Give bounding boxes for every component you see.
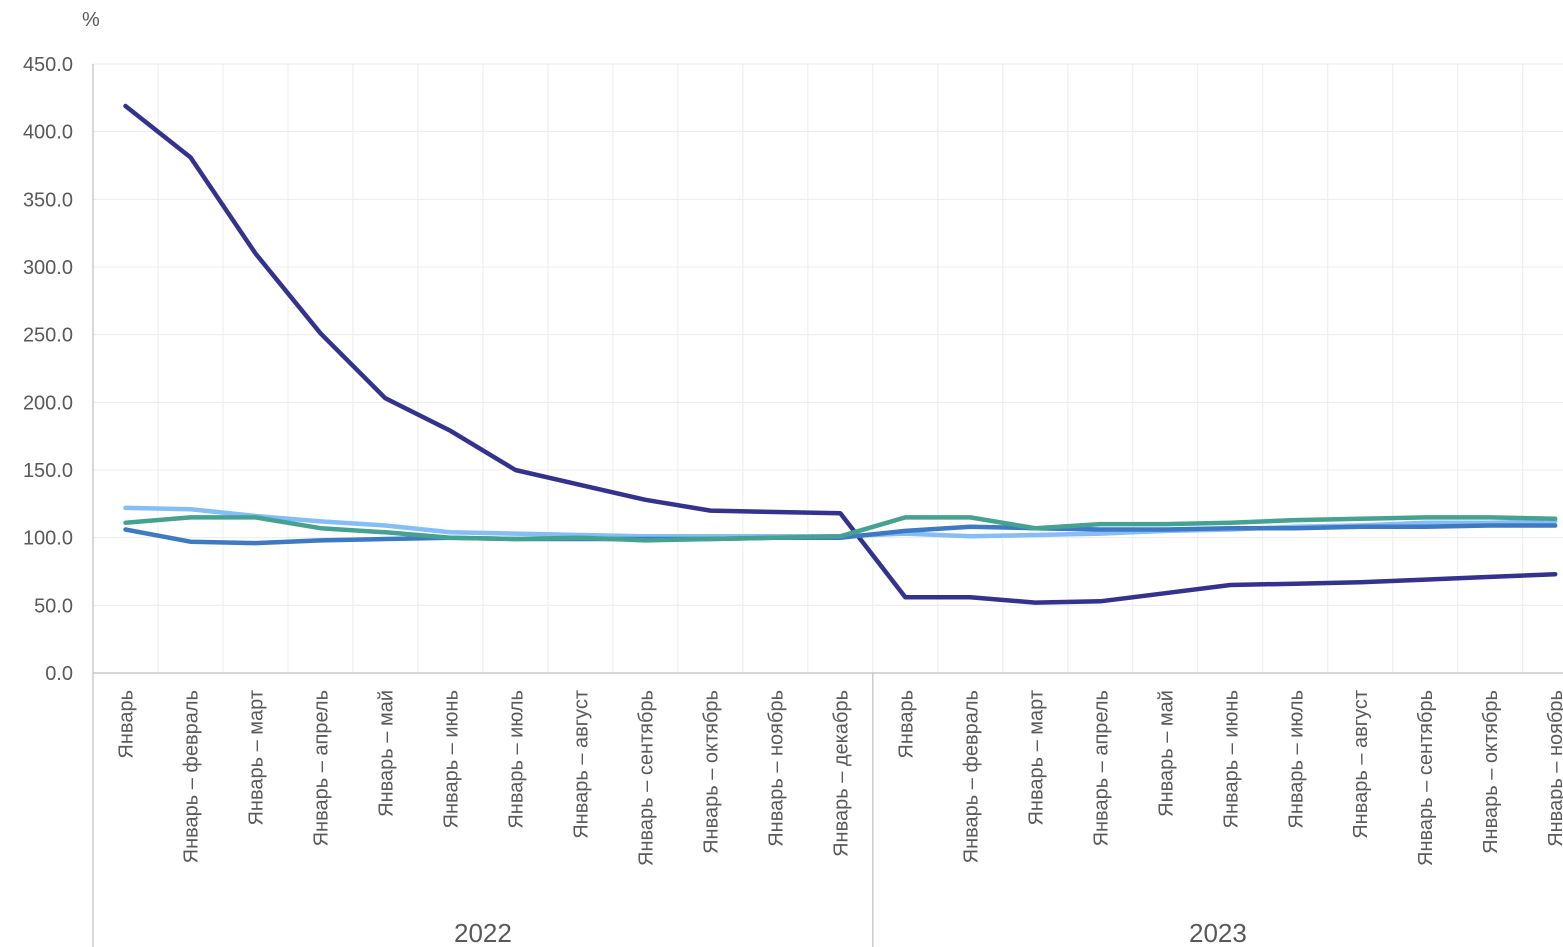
y-tick-label: 400.0 xyxy=(23,122,73,144)
x-tick-label: Январь – апрель xyxy=(310,690,332,846)
x-axis-ticks: Январь Январь – февраль Январь – март Январ… xyxy=(115,690,1563,866)
x-tick-label: Январь – август xyxy=(570,690,592,839)
y-tick-label: 150.0 xyxy=(23,460,73,482)
x-tick-label: Январь – февраль xyxy=(960,690,982,863)
x-tick-label: Январь – октябрь xyxy=(700,690,722,854)
y-tick-label: 250.0 xyxy=(23,325,73,347)
year-label: 2023 xyxy=(1189,918,1247,947)
y-tick-label: 100.0 xyxy=(23,528,73,550)
x-tick-label: Январь – июль xyxy=(505,690,527,829)
x-tick-label: Январь – ноябрь xyxy=(765,690,787,847)
x-tick-label: Январь – июль xyxy=(1285,690,1307,829)
y-tick-label: 200.0 xyxy=(23,392,73,414)
y-tick-label: 350.0 xyxy=(23,189,73,211)
x-tick-label: Январь xyxy=(895,690,917,759)
x-tick-label: Январь – февраль xyxy=(180,690,202,863)
y-tick-label: 50.0 xyxy=(34,595,73,617)
x-tick-label: Январь – сентябрь xyxy=(635,690,657,866)
x-tick-label: Январь – ноябрь xyxy=(1545,690,1563,847)
x-tick-label: Январь – май xyxy=(375,690,397,817)
y-axis-ticks: 0.0 50.0 100.0 150.0 200.0 250.0 300.0 350.0 400… xyxy=(23,54,73,685)
x-tick-label: Январь – апрель xyxy=(1090,690,1112,846)
x-tick-label: Январь – март xyxy=(1025,690,1047,826)
x-tick-label: Январь – декабрь xyxy=(830,690,852,857)
year-group-labels: 2022 2023 xyxy=(454,918,1247,947)
x-tick-label: Январь – октябрь xyxy=(1480,690,1502,854)
x-tick-label: Январь – сентябрь xyxy=(1415,690,1437,866)
x-tick-label: Январь – июнь xyxy=(1220,690,1242,828)
x-tick-label: Январь xyxy=(115,690,137,759)
y-tick-label: 0.0 xyxy=(45,663,73,685)
x-tick-label: Январь – август xyxy=(1350,690,1372,839)
year-label: 2022 xyxy=(454,918,512,947)
x-tick-label: Январь – май xyxy=(1155,690,1177,817)
series-lines xyxy=(123,103,1558,605)
x-tick-label: Январь – март xyxy=(245,690,267,826)
series-line-4 xyxy=(123,515,1558,543)
y-axis-unit-label: % xyxy=(82,9,100,31)
x-tick-label: Январь – июнь xyxy=(440,690,462,828)
y-tick-label: 450.0 xyxy=(23,54,73,76)
series-line-1 xyxy=(123,103,1558,605)
y-tick-label: 300.0 xyxy=(23,257,73,279)
axes xyxy=(92,64,1563,947)
